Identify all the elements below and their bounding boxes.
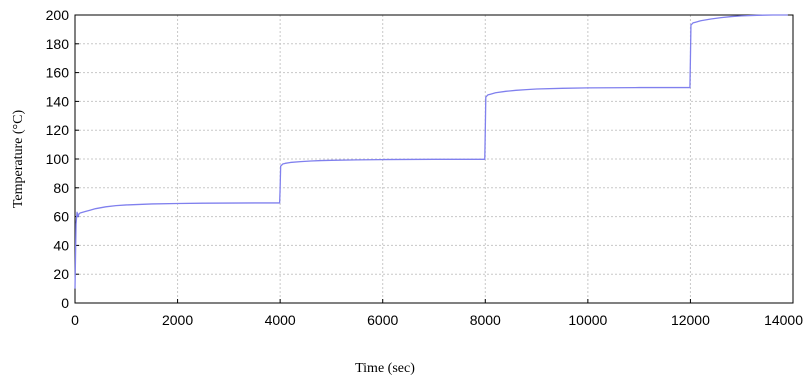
series-line	[74, 14, 788, 289]
x-tick-label: 6000	[367, 312, 398, 328]
x-tick-label: 8000	[470, 312, 501, 328]
y-tick-label: 0	[61, 295, 69, 311]
y-tick-label: 120	[46, 122, 70, 138]
y-tick-label: 40	[53, 237, 69, 253]
y-tick-label: 140	[46, 93, 70, 109]
y-tick-label: 180	[46, 36, 70, 52]
y-tick-label: 200	[46, 7, 70, 23]
y-tick-label: 160	[46, 65, 70, 81]
y-tick-label: 20	[53, 266, 69, 282]
series-layer	[74, 14, 788, 289]
x-axis-label: Time (sec)	[355, 361, 415, 376]
y-tick-label: 80	[53, 180, 69, 196]
x-tick-label: 4000	[265, 312, 296, 328]
x-tick-label: 10000	[568, 312, 607, 328]
x-tick-label: 14000	[764, 312, 803, 328]
y-tick-label: 60	[53, 209, 69, 225]
y-tick-label: 100	[46, 151, 70, 167]
x-tick-label: 0	[71, 312, 79, 328]
x-tick-label: 2000	[162, 312, 193, 328]
x-tick-label: 12000	[671, 312, 710, 328]
y-axis-label: Temperature (°C)	[11, 110, 26, 209]
